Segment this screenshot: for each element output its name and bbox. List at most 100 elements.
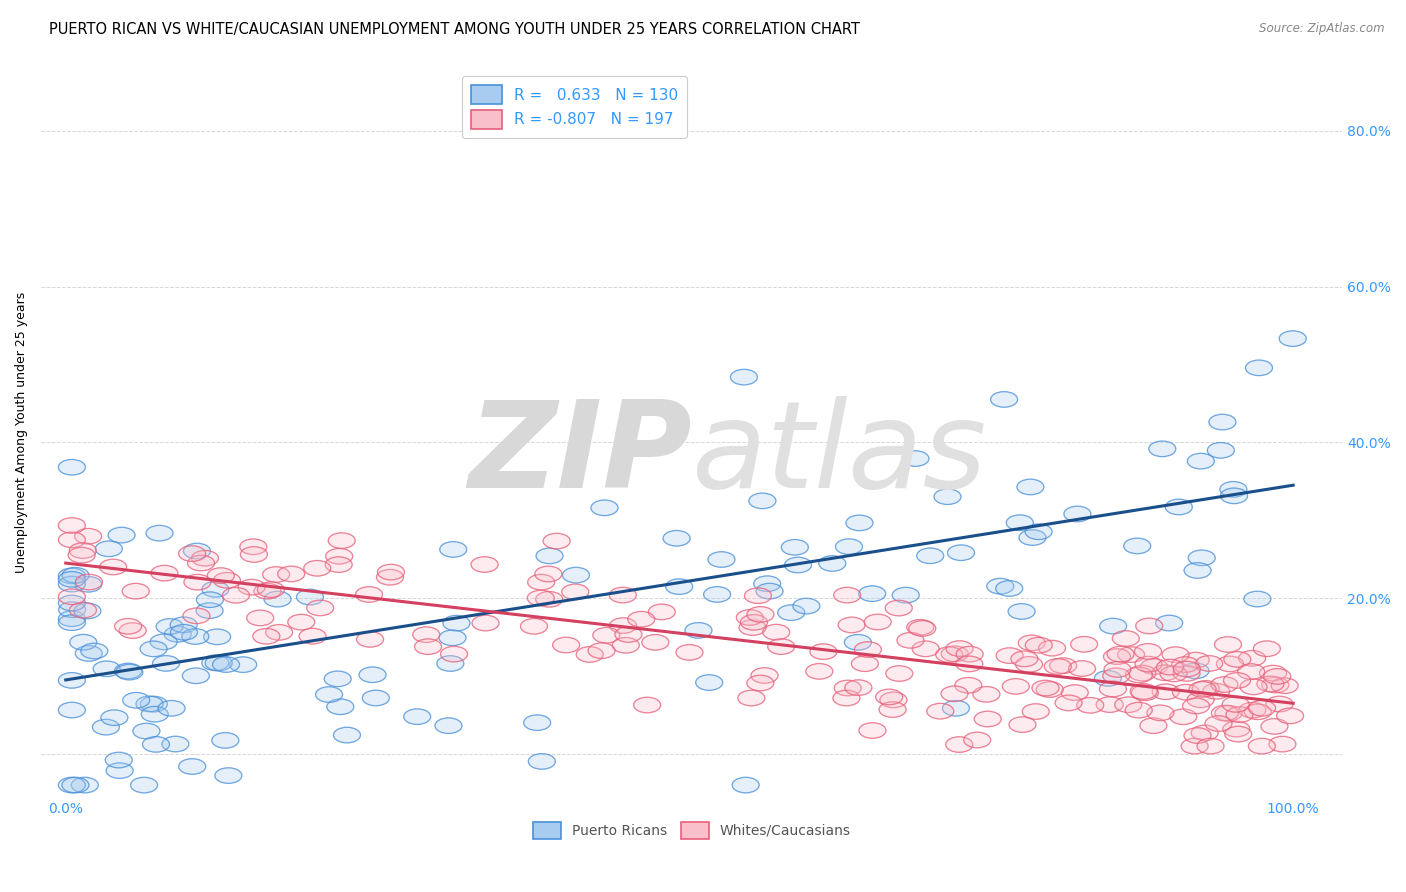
Ellipse shape [859,586,886,601]
Ellipse shape [782,540,808,555]
Ellipse shape [1171,657,1199,673]
Ellipse shape [785,558,811,573]
Ellipse shape [222,588,249,603]
Ellipse shape [1050,658,1077,673]
Ellipse shape [266,624,292,640]
Ellipse shape [59,615,86,631]
Ellipse shape [1070,637,1098,652]
Ellipse shape [59,777,86,793]
Ellipse shape [122,583,149,599]
Ellipse shape [304,560,330,576]
Ellipse shape [187,555,215,571]
Ellipse shape [676,645,703,660]
Ellipse shape [297,590,323,605]
Ellipse shape [1163,647,1189,663]
Ellipse shape [834,587,860,603]
Ellipse shape [134,723,160,739]
Y-axis label: Unemployment Among Youth under 25 years: Unemployment Among Youth under 25 years [15,292,28,574]
Ellipse shape [941,686,967,702]
Ellipse shape [59,568,86,583]
Ellipse shape [1062,685,1088,700]
Ellipse shape [150,566,179,581]
Ellipse shape [246,610,274,625]
Ellipse shape [1160,666,1187,681]
Ellipse shape [80,643,108,659]
Ellipse shape [1240,679,1267,695]
Ellipse shape [359,667,387,682]
Ellipse shape [1182,652,1209,668]
Ellipse shape [215,768,242,783]
Ellipse shape [59,576,86,592]
Ellipse shape [1045,658,1071,674]
Ellipse shape [59,589,86,605]
Ellipse shape [67,548,96,563]
Ellipse shape [1173,665,1199,681]
Ellipse shape [963,732,991,747]
Ellipse shape [846,515,873,531]
Ellipse shape [942,700,969,716]
Ellipse shape [527,574,555,590]
Ellipse shape [1036,681,1063,698]
Ellipse shape [1174,661,1201,677]
Ellipse shape [1239,702,1265,718]
Ellipse shape [1129,665,1156,681]
Ellipse shape [1107,647,1135,662]
Ellipse shape [1097,697,1123,713]
Ellipse shape [614,627,643,642]
Ellipse shape [1173,684,1199,700]
Ellipse shape [1237,664,1264,680]
Ellipse shape [240,539,267,555]
Ellipse shape [131,777,157,793]
Ellipse shape [543,533,571,549]
Ellipse shape [696,674,723,690]
Ellipse shape [141,697,167,712]
Ellipse shape [307,600,333,615]
Ellipse shape [326,549,353,564]
Ellipse shape [634,698,661,713]
Ellipse shape [157,700,186,716]
Ellipse shape [562,584,589,599]
Ellipse shape [1182,698,1209,714]
Ellipse shape [1064,506,1091,522]
Ellipse shape [1202,683,1230,699]
Ellipse shape [202,655,229,671]
Ellipse shape [1123,538,1150,554]
Ellipse shape [974,711,1001,727]
Ellipse shape [1039,640,1066,656]
Ellipse shape [333,727,360,743]
Ellipse shape [325,557,352,573]
Ellipse shape [927,704,953,719]
Ellipse shape [184,574,211,590]
Ellipse shape [1184,563,1211,578]
Ellipse shape [1008,604,1035,619]
Ellipse shape [93,661,120,677]
Ellipse shape [238,580,266,595]
Ellipse shape [1211,677,1237,692]
Ellipse shape [1022,704,1049,719]
Ellipse shape [1104,648,1130,665]
Ellipse shape [1077,698,1104,713]
Ellipse shape [738,690,765,706]
Ellipse shape [439,630,465,646]
Ellipse shape [1007,515,1033,531]
Ellipse shape [1189,681,1216,698]
Ellipse shape [152,656,180,671]
Ellipse shape [105,763,134,779]
Ellipse shape [1195,656,1223,672]
Ellipse shape [59,572,86,587]
Ellipse shape [1249,739,1275,754]
Ellipse shape [278,566,305,582]
Ellipse shape [1125,702,1152,718]
Ellipse shape [404,709,430,724]
Ellipse shape [75,576,101,592]
Ellipse shape [1118,647,1144,663]
Ellipse shape [1018,635,1045,650]
Ellipse shape [520,618,547,634]
Ellipse shape [115,618,142,634]
Ellipse shape [907,619,934,635]
Ellipse shape [1265,697,1294,712]
Ellipse shape [325,671,352,687]
Ellipse shape [363,690,389,706]
Ellipse shape [523,714,551,731]
Ellipse shape [183,608,209,624]
